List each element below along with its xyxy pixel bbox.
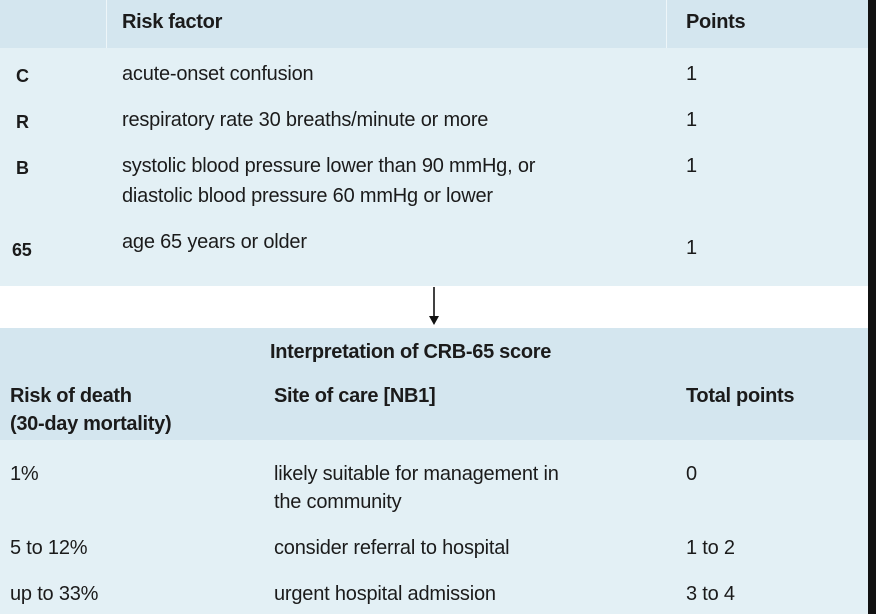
site-of-care: urgent hospital admission [274, 583, 496, 605]
total-points-value: 1 to 2 [686, 537, 735, 559]
row-points: 1 [686, 63, 697, 85]
row-points: 1 [686, 237, 697, 259]
risk-value: up to 33% [10, 583, 99, 605]
row-points: 1 [686, 109, 697, 131]
interpretation-title: Interpretation of CRB-65 score [270, 341, 552, 363]
row-points: 1 [686, 155, 697, 177]
mortality-subheader: (30-day mortality) [10, 413, 172, 435]
site-of-care: consider referral to hospital [274, 537, 510, 559]
row-letter-r: R [16, 112, 29, 132]
row-letter-c: C [16, 66, 29, 86]
total-points-header: Total points [686, 385, 795, 407]
risk-of-death-header: Risk of death [10, 385, 132, 407]
risk-factor-header: Risk factor [122, 11, 223, 33]
row-description: acute-onset confusion [122, 63, 314, 85]
site-of-care-line2: the community [274, 491, 402, 513]
risk-factor-table-header: Risk factor Points [0, 0, 868, 48]
down-arrow-icon [429, 287, 439, 325]
row-letter-65: 65 [12, 240, 32, 260]
site-of-care-header: Site of care [NB1] [274, 385, 436, 407]
risk-value: 1% [10, 463, 39, 485]
row-description-line2: diastolic blood pressure 60 mmHg or lowe… [122, 185, 493, 207]
points-header: Points [686, 11, 746, 33]
row-description: age 65 years or older [122, 231, 307, 253]
frame-edge [868, 0, 876, 614]
risk-value: 5 to 12% [10, 537, 88, 559]
site-of-care-line1: likely suitable for management in [274, 463, 559, 485]
interpretation-table: Interpretation of CRB-65 score Risk of d… [0, 328, 868, 614]
risk-factor-table: Risk factor Points C acute-onset confusi… [0, 0, 868, 286]
total-points-value: 0 [686, 463, 697, 485]
header-divider [106, 0, 107, 48]
row-description: respiratory rate 30 breaths/minute or mo… [122, 109, 489, 131]
header-divider [666, 0, 667, 48]
interpretation-table-header: Interpretation of CRB-65 score Risk of d… [0, 328, 868, 440]
row-description-line1: systolic blood pressure lower than 90 mm… [122, 155, 536, 177]
total-points-value: 3 to 4 [686, 583, 735, 605]
row-letter-b: B [16, 158, 29, 178]
